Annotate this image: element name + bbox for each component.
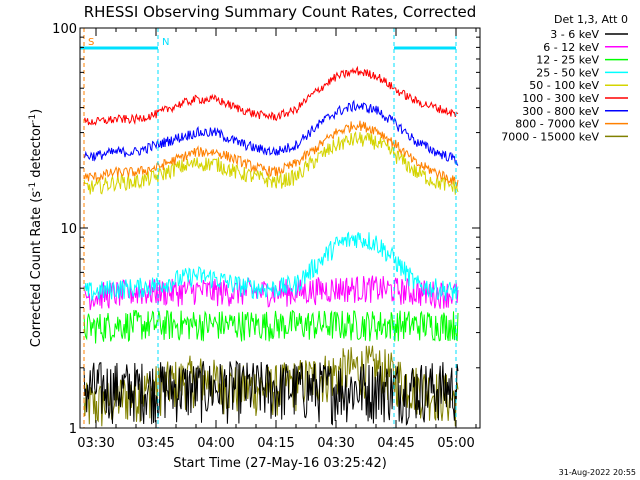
x-tick-label: 05:00 — [437, 436, 474, 451]
flag-label-s: S — [88, 37, 94, 48]
series-line-3-6-kev — [83, 360, 459, 426]
series-line-100-300-kev — [83, 65, 459, 126]
x-axis: 03:30 03:45 04:00 04:15 04:30 04:45 05:00 — [77, 28, 477, 451]
x-tick-label: 04:00 — [197, 436, 234, 451]
flag-label-n: N — [162, 37, 169, 48]
y-axis-label-main: Corrected Count Rate (s — [29, 191, 44, 348]
series-layer — [83, 65, 459, 427]
series-line-800-7000-kev — [83, 120, 459, 187]
legend-label: 300 - 800 keV — [522, 105, 599, 118]
y-axis-label-end: ) — [29, 109, 44, 114]
series-line-7000-15000-kev — [83, 345, 459, 427]
series-line-6-12-kev — [83, 275, 459, 311]
x-axis-label: Start Time (27-May-16 03:25:42) — [173, 456, 387, 471]
legend-label: 7000 - 15000 keV — [501, 130, 599, 143]
y-tick-label: 1 — [69, 422, 77, 437]
legend-label: 100 - 300 keV — [522, 92, 599, 105]
chart-title: RHESSI Observing Summary Count Rates, Co… — [84, 3, 477, 21]
y-tick-label: 10 — [60, 222, 77, 237]
x-tick-label: 04:15 — [257, 436, 294, 451]
y-axis-label-sup2: -1 — [28, 114, 38, 123]
series-line-12-25-kev — [83, 309, 459, 344]
legend-label: 50 - 100 keV — [529, 79, 599, 92]
x-tick-label: 03:30 — [77, 436, 114, 451]
legend-label: 12 - 25 keV — [536, 54, 599, 67]
legend-label: 6 - 12 keV — [543, 41, 599, 54]
y-axis: 1 10 100 — [52, 22, 480, 437]
series-line-25-50-kev — [83, 231, 459, 302]
legend-label: 25 - 50 keV — [536, 66, 599, 79]
y-axis-label-sup1: -1 — [28, 182, 38, 191]
legend-label: 3 - 6 keV — [550, 28, 599, 41]
series-line-300-800-kev — [83, 99, 459, 166]
legend-label: 800 - 7000 keV — [515, 118, 599, 131]
x-tick-label: 03:45 — [137, 436, 174, 451]
x-tick-label: 04:30 — [317, 436, 354, 451]
x-tick-label: 04:45 — [377, 436, 414, 451]
y-tick-label: 100 — [52, 22, 77, 37]
series-line-50-100-kev — [83, 131, 459, 195]
y-axis-label: Corrected Count Rate (s-1 detector-1) — [28, 109, 44, 347]
footer-date: 31-Aug-2022 20:55 — [559, 468, 636, 477]
plot-frame — [79, 27, 481, 429]
y-axis-label-mid: detector — [29, 122, 44, 182]
legend-title: Det 1,3, Att 0 — [554, 13, 628, 26]
